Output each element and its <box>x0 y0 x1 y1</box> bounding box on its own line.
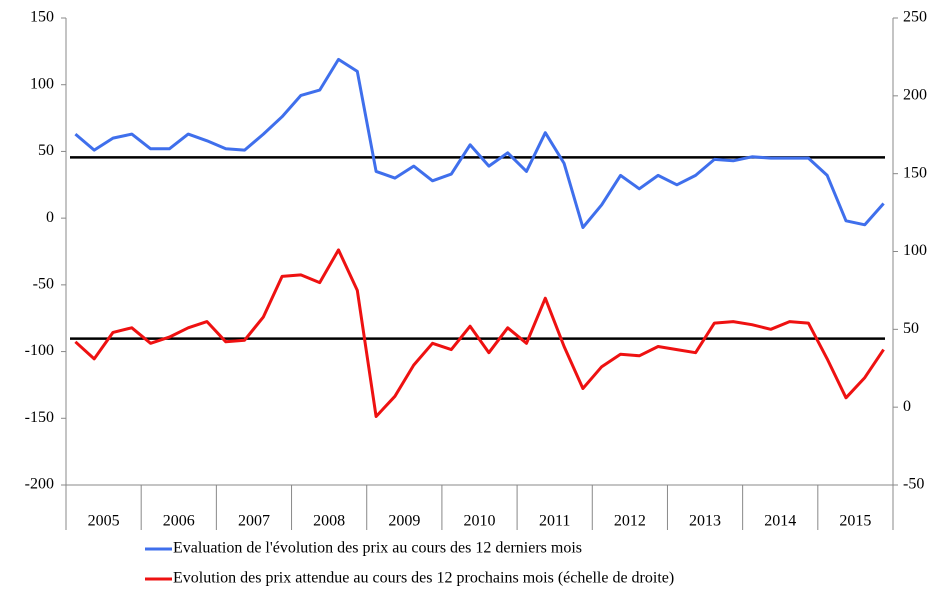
y-tick-label: -100 <box>25 342 54 359</box>
y-tick-label: 0 <box>46 209 54 226</box>
y2-tick-label: 100 <box>903 242 927 259</box>
y-tick-label: 100 <box>30 75 54 92</box>
y2-tick-label: 200 <box>903 87 927 104</box>
x-tick-label: 2006 <box>163 513 195 530</box>
series-line <box>74 57 885 229</box>
x-tick-label: 2013 <box>689 513 721 530</box>
y2-tick-label: 150 <box>903 164 927 181</box>
y2-tick-label: -50 <box>903 476 924 493</box>
legend-label: Evolution des prix attendue au cours des… <box>173 570 674 587</box>
x-tick-label: 2011 <box>539 513 570 530</box>
y2-tick-label: 250 <box>903 9 927 26</box>
legend-label: Evaluation de l'évolution des prix au co… <box>173 540 582 557</box>
y-tick-label: -150 <box>25 409 54 426</box>
x-tick-label: 2010 <box>464 513 496 530</box>
x-tick-label: 2012 <box>614 513 646 530</box>
x-tick-label: 2014 <box>764 513 796 530</box>
y-tick-label: -50 <box>33 276 54 293</box>
x-tick-label: 2005 <box>88 513 120 530</box>
y-tick-label: -200 <box>25 476 54 493</box>
x-tick-label: 2009 <box>388 513 420 530</box>
y2-tick-label: 50 <box>903 320 919 337</box>
series-line <box>74 248 885 418</box>
x-tick-label: 2007 <box>238 513 270 530</box>
y2-tick-label: 0 <box>903 398 911 415</box>
x-tick-label: 2015 <box>839 513 871 530</box>
y-tick-label: 150 <box>30 9 54 26</box>
x-tick-label: 2008 <box>313 513 345 530</box>
y-tick-label: 50 <box>38 142 54 159</box>
